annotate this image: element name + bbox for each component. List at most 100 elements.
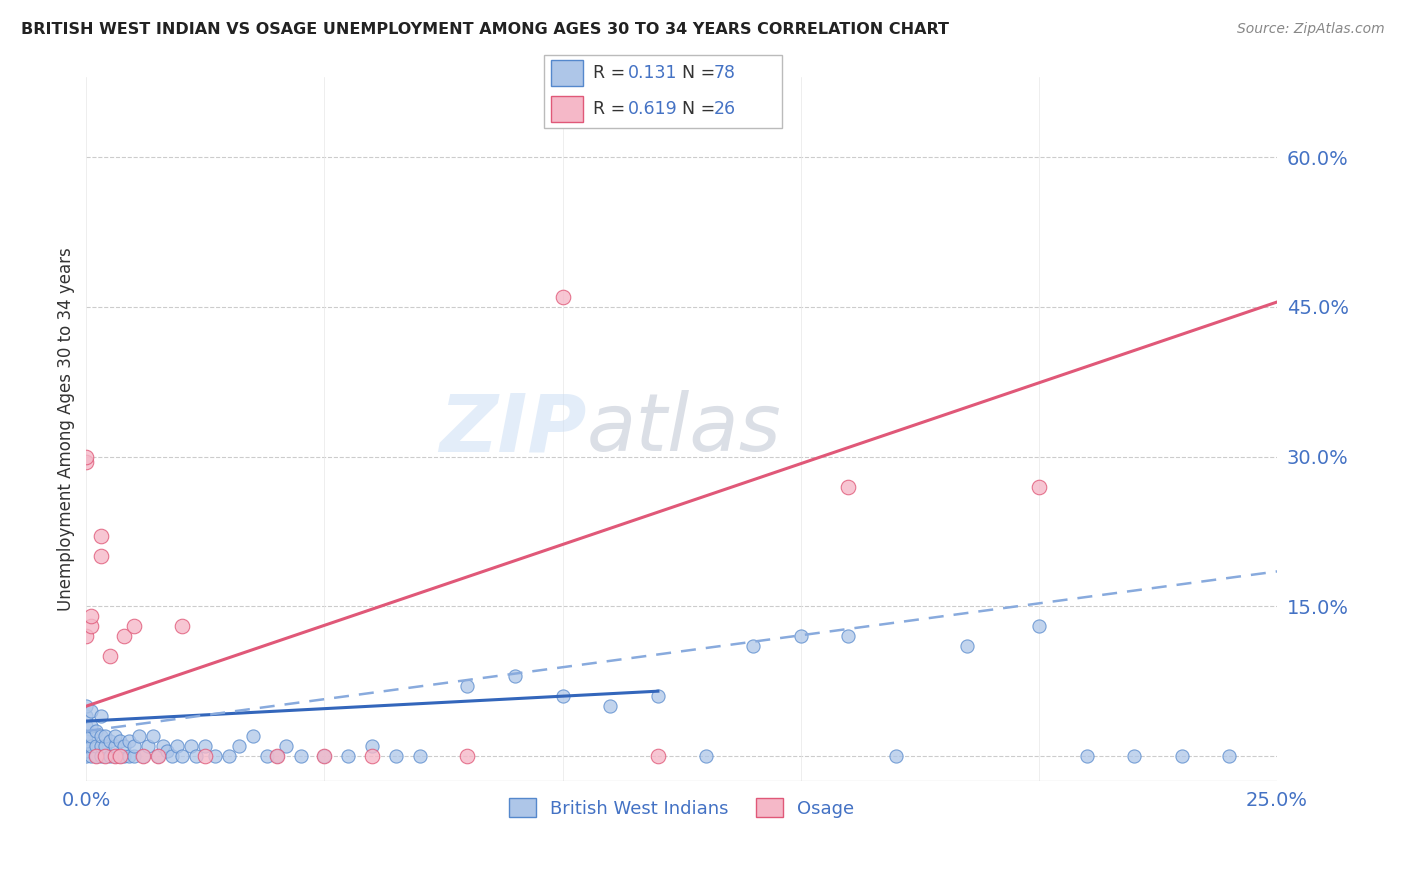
Text: R =: R = [593, 100, 631, 118]
Point [1123, 749, 1146, 764]
Point [108, 749, 131, 764]
Point [132, 749, 155, 764]
Point [108, 734, 131, 748]
Point [194, 739, 217, 753]
Point [884, 749, 907, 764]
Point [122, 749, 145, 764]
Point [84, 749, 107, 764]
Point [647, 749, 669, 764]
Point [108, 749, 131, 764]
Point [90, 549, 112, 564]
Point [1028, 619, 1050, 633]
Point [409, 749, 432, 764]
Point [84, 739, 107, 753]
Point [361, 749, 384, 764]
Point [75, 719, 97, 733]
Point [551, 689, 574, 703]
Point [90, 739, 112, 753]
Point [152, 739, 174, 753]
Point [90, 529, 112, 543]
Point [551, 290, 574, 304]
Point [80, 739, 103, 753]
Point [337, 749, 360, 764]
Point [276, 739, 298, 753]
Text: atlas: atlas [586, 390, 782, 468]
Point [94, 739, 117, 753]
Point [204, 749, 226, 764]
Point [128, 729, 150, 743]
Point [228, 739, 250, 753]
Point [75, 450, 97, 464]
Point [75, 734, 97, 748]
Point [112, 749, 135, 764]
Point [84, 724, 107, 739]
Point [837, 480, 859, 494]
Legend: British West Indians, Osage: British West Indians, Osage [502, 791, 862, 825]
Point [75, 709, 97, 723]
Point [314, 749, 336, 764]
Point [456, 679, 478, 693]
Text: BRITISH WEST INDIAN VS OSAGE UNEMPLOYMENT AMONG AGES 30 TO 34 YEARS CORRELATION : BRITISH WEST INDIAN VS OSAGE UNEMPLOYMEN… [21, 22, 949, 37]
Point [599, 699, 621, 714]
Point [75, 629, 97, 643]
Point [146, 749, 169, 764]
Point [98, 649, 121, 664]
Point [112, 629, 135, 643]
Point [184, 749, 207, 764]
Point [314, 749, 336, 764]
Point [266, 749, 288, 764]
Point [80, 619, 103, 633]
Point [84, 749, 107, 764]
Point [118, 734, 141, 748]
FancyBboxPatch shape [544, 55, 783, 128]
Point [256, 749, 278, 764]
Point [118, 749, 141, 764]
Point [98, 749, 121, 764]
Text: N =: N = [682, 64, 720, 82]
Point [90, 749, 112, 764]
Point [104, 749, 127, 764]
Point [122, 739, 145, 753]
Text: 0.131: 0.131 [627, 64, 676, 82]
Y-axis label: Unemployment Among Ages 30 to 34 years: Unemployment Among Ages 30 to 34 years [58, 247, 75, 611]
Point [218, 749, 240, 764]
Text: 0.619: 0.619 [627, 100, 678, 118]
Point [385, 749, 408, 764]
Point [75, 739, 97, 753]
Point [194, 749, 217, 764]
Point [166, 739, 188, 753]
Point [104, 749, 127, 764]
Point [290, 749, 312, 764]
Point [1218, 749, 1240, 764]
Text: R =: R = [593, 64, 631, 82]
Point [132, 749, 155, 764]
Point [790, 629, 813, 643]
Point [503, 669, 526, 683]
Point [94, 749, 117, 764]
Point [180, 739, 202, 753]
Text: 78: 78 [714, 64, 735, 82]
Point [112, 739, 135, 753]
Point [122, 619, 145, 633]
Point [1171, 749, 1194, 764]
Point [90, 709, 112, 723]
Point [647, 689, 669, 703]
Point [266, 749, 288, 764]
Point [80, 719, 103, 733]
Text: ZIP: ZIP [439, 390, 586, 468]
Point [1076, 749, 1098, 764]
Point [160, 749, 183, 764]
Point [80, 749, 103, 764]
Point [90, 729, 112, 743]
Text: Source: ZipAtlas.com: Source: ZipAtlas.com [1237, 22, 1385, 37]
Point [142, 729, 165, 743]
Point [75, 744, 97, 758]
Bar [551, 96, 583, 122]
Point [742, 640, 765, 654]
Point [80, 729, 103, 743]
Point [136, 739, 159, 753]
Point [80, 704, 103, 718]
Point [837, 629, 859, 643]
Point [242, 729, 264, 743]
Point [98, 734, 121, 748]
